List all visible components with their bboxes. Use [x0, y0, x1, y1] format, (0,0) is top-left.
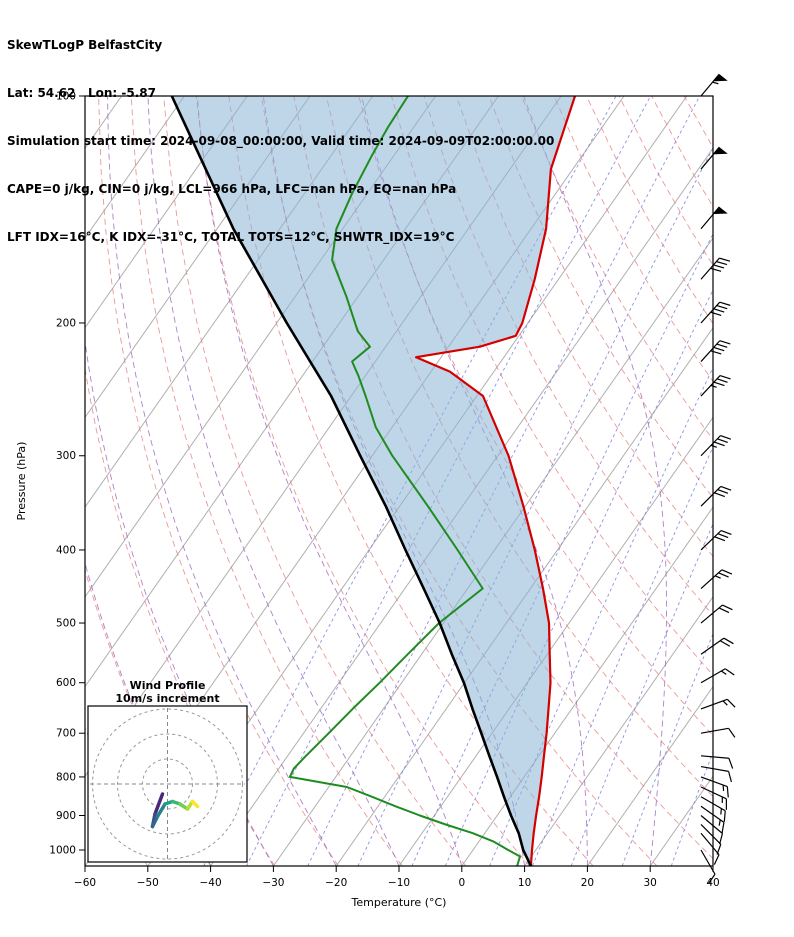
x-tick-label: −40: [200, 877, 222, 889]
wind-barb: [700, 755, 734, 769]
wind-barb: [700, 301, 731, 324]
hodograph-ring: [92, 708, 243, 860]
y-tick-label: 600: [56, 677, 76, 689]
plot-title: SkewTLogP BelfastCity: [7, 38, 163, 52]
hodograph-track: [155, 802, 167, 819]
hodograph-track: [150, 814, 160, 829]
y-axis: 100 200 300 400 500 600 700 800 900 1000: [49, 91, 85, 857]
hodograph-ring: [117, 733, 218, 835]
indices-line-2: LFT IDX=16°C, K IDX=-31°C, TOTAL TOTS=12…: [7, 230, 455, 244]
wind-barb: [700, 374, 731, 397]
wind-barb: [700, 668, 735, 684]
y-axis-title: Pressure (hPa): [15, 442, 28, 521]
wind-barb: [700, 73, 728, 97]
y-tick-label: 800: [56, 771, 76, 783]
x-tick-label: 30: [644, 877, 657, 889]
wind-barb: [700, 569, 733, 589]
wind-barb: [700, 485, 732, 507]
y-tick-label: 200: [56, 317, 76, 329]
wind-barb: [700, 805, 725, 834]
wind-barb: [700, 206, 728, 230]
x-tick-label: −10: [388, 877, 410, 889]
wind-barb: [700, 832, 720, 865]
x-axis: −60 −50 −40 −30 −20 −10 0 10 20 30 40: [74, 866, 720, 889]
wind-barb: [700, 815, 724, 845]
wind-barb: [700, 765, 733, 783]
x-tick-label: 20: [581, 877, 594, 889]
wind-barb: [700, 786, 727, 810]
inset-subtitle: 10m/s increment: [115, 692, 219, 705]
wind-barb: [700, 529, 732, 551]
inset-title: Wind Profile: [130, 679, 206, 692]
x-tick-label: −20: [325, 877, 347, 889]
wind-barb: [700, 146, 728, 170]
wind-barbs: [700, 73, 736, 884]
wind-barb: [700, 796, 726, 822]
x-tick-label: 0: [458, 877, 465, 889]
x-tick-label: −50: [137, 877, 159, 889]
y-tick-label: 400: [56, 544, 76, 556]
wind-barb: [700, 604, 733, 624]
x-tick-label: 10: [518, 877, 531, 889]
parcel-line: [170, 96, 533, 866]
y-tick-label: 700: [56, 728, 76, 740]
header-block: SkewTLogP BelfastCity Lat: 54.62 Lon: -5…: [7, 5, 554, 277]
time-line: Simulation start time: 2024-09-08_00:00:…: [7, 134, 555, 148]
hodograph-track: [190, 799, 200, 809]
y-tick-label: 100: [56, 91, 76, 103]
wind-barb: [700, 340, 731, 362]
wind-barb: [700, 257, 731, 280]
y-tick-label: 900: [56, 810, 76, 822]
y-tick-label: 1000: [49, 845, 76, 857]
wind-barb: [700, 824, 722, 855]
wind-barb: [700, 637, 734, 655]
latlon-line: Lat: 54.62 Lon: -5.87: [7, 86, 156, 100]
wind-barb: [700, 727, 736, 738]
x-tick-label: −60: [74, 877, 96, 889]
wind-barb: [700, 698, 736, 710]
y-tick-label: 500: [56, 618, 76, 630]
plot-area: [85, 96, 713, 866]
hodograph-track: [153, 792, 165, 816]
y-tick-label: 300: [56, 450, 76, 462]
wind-barb: [700, 849, 716, 884]
x-tick-label: 40: [706, 877, 719, 889]
indices-line-1: CAPE=0 j/kg, CIN=0 j/kg, LCL=966 hPa, LF…: [7, 182, 457, 196]
x-tick-label: −30: [262, 877, 284, 889]
wind-barb: [700, 435, 732, 457]
hodograph-ring: [142, 758, 193, 810]
wind-barb: [700, 776, 729, 798]
temperature-line: [415, 96, 577, 866]
x-axis-title: Temperature (°C): [351, 896, 447, 909]
